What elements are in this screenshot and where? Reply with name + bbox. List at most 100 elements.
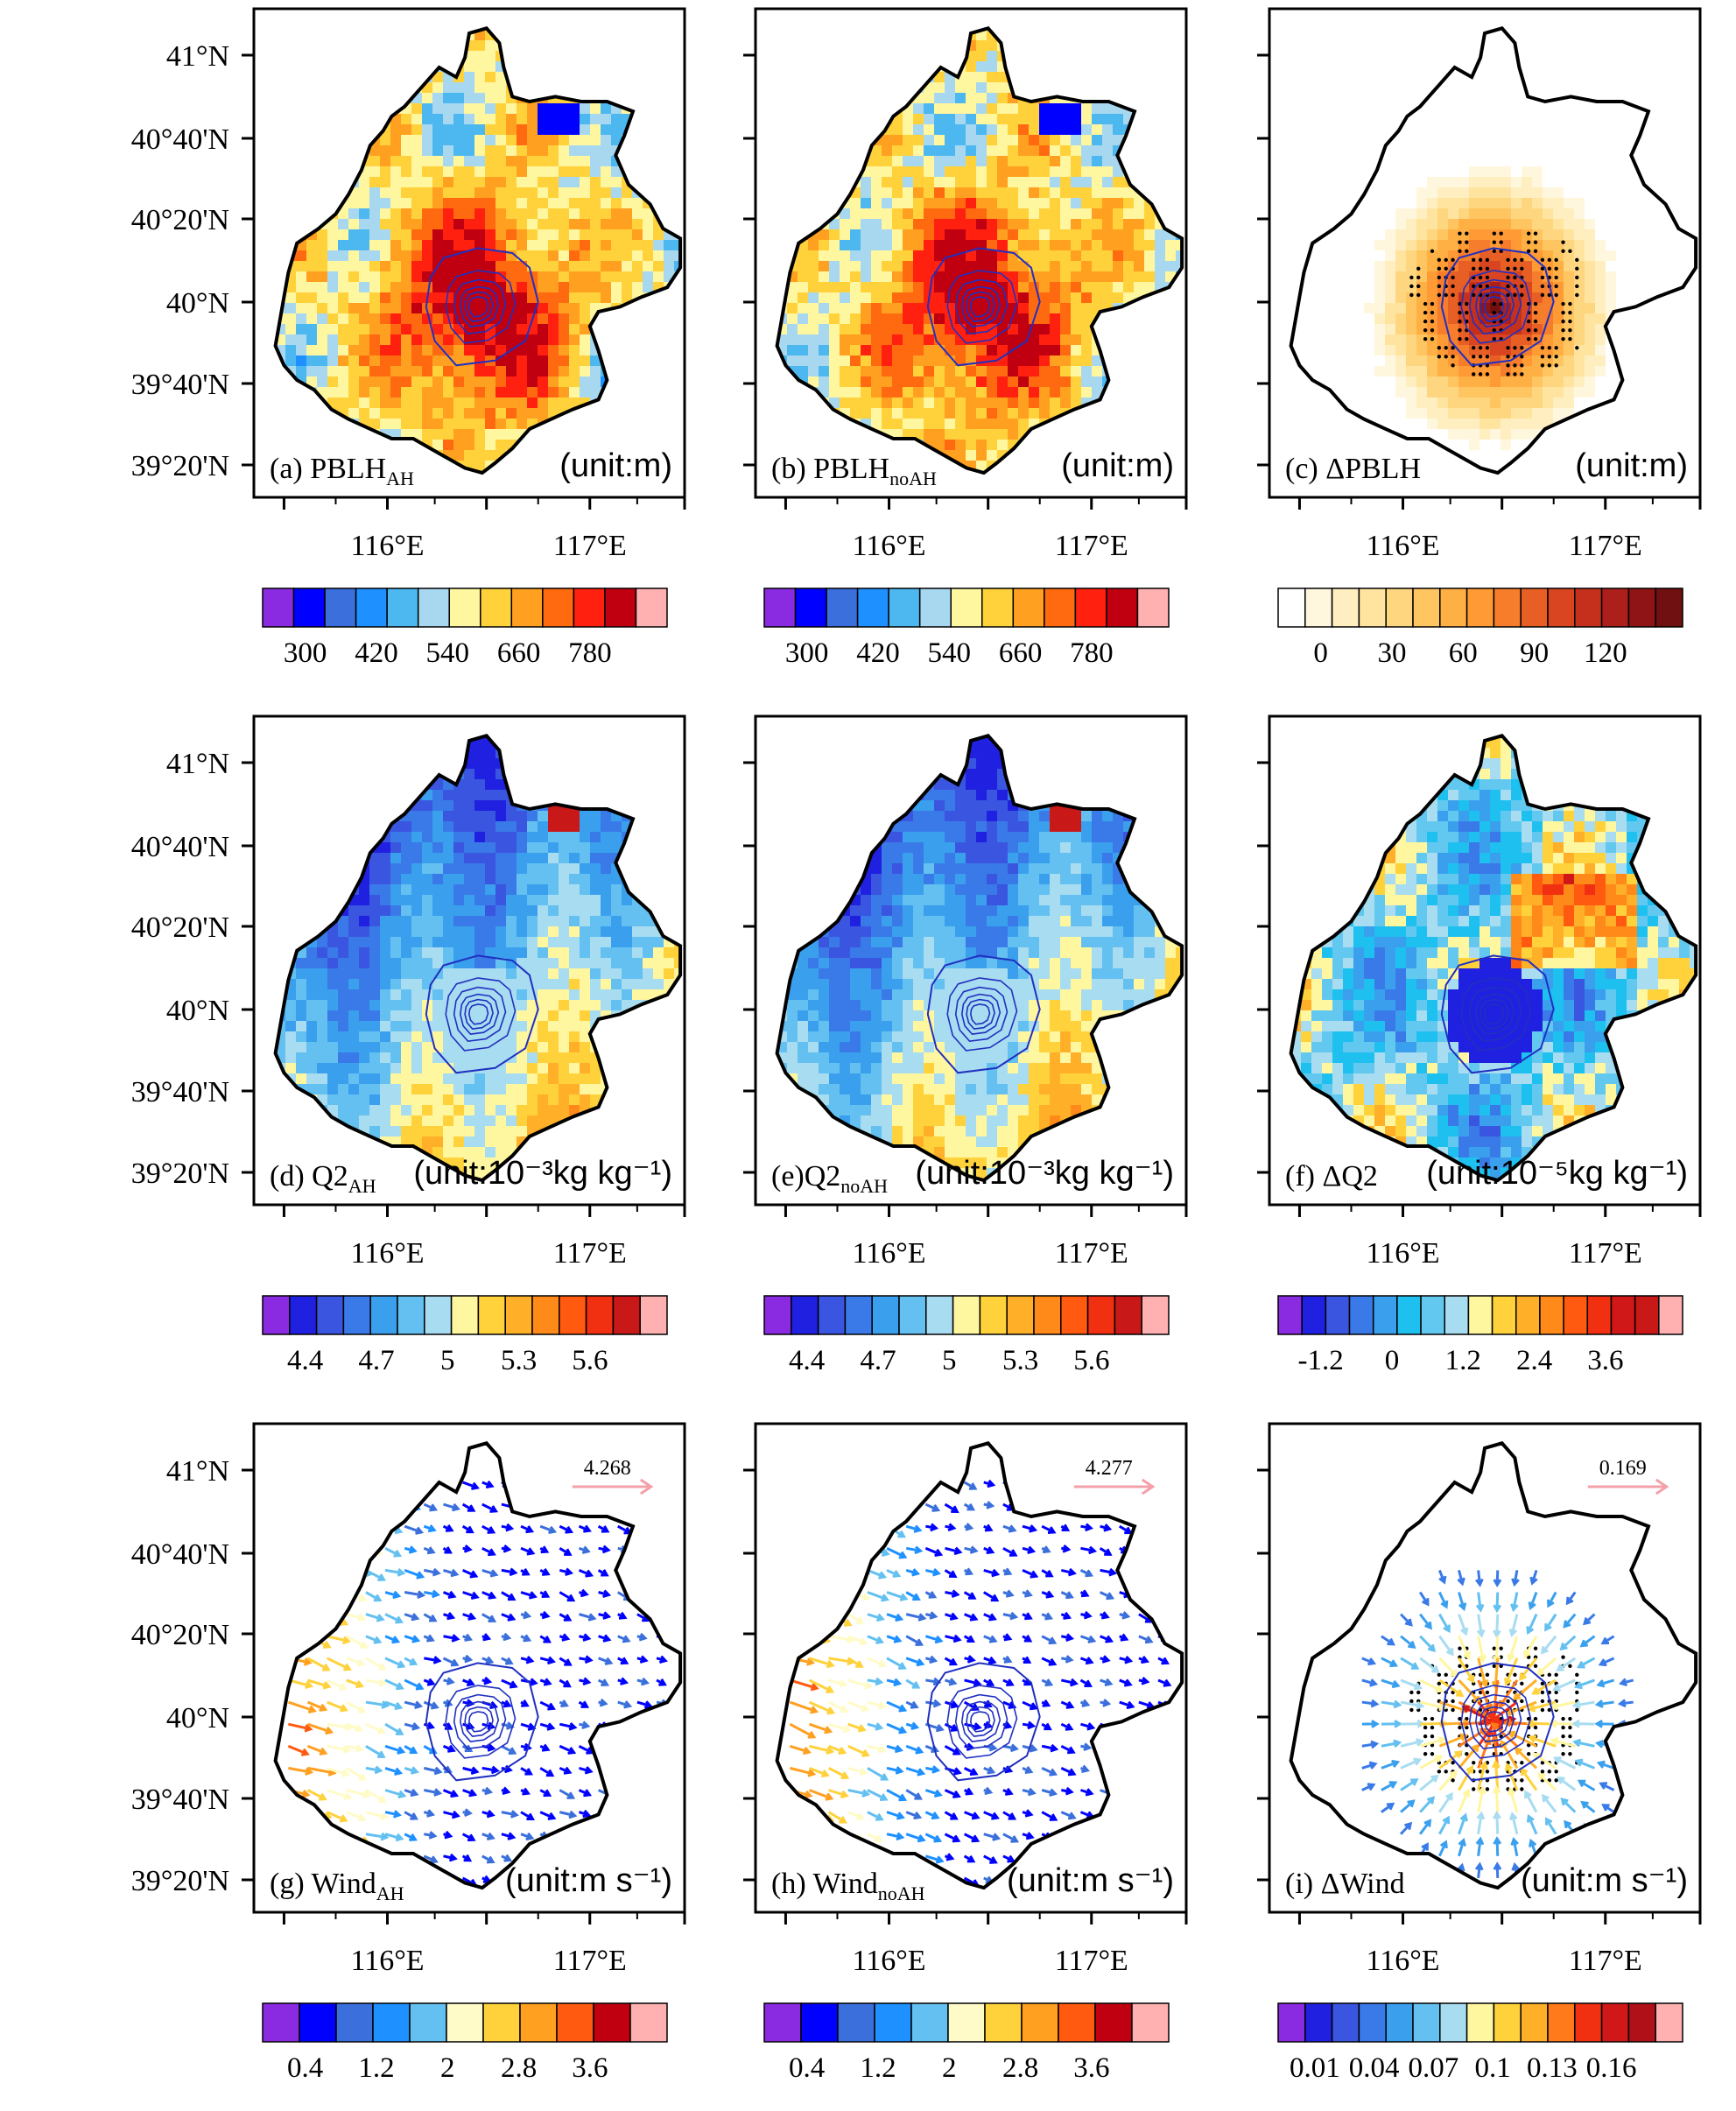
- colorbar-box: [1058, 2002, 1096, 2043]
- panel-c: 116°E 117°E (c) ΔPBLH (unit:m) 0 30 60 90 120: [1257, 7, 1702, 669]
- colorbar-box: [315, 1295, 345, 1335]
- panel-caption: (b) PBLHnoAH: [771, 453, 937, 489]
- colorbar-box: [1420, 1295, 1445, 1335]
- colorbar-q2: 4.4 4.7 5 5.3 5.6: [763, 1295, 1170, 1376]
- x-tick-label: 116°E: [852, 530, 925, 562]
- colorbar-box: [947, 2002, 986, 2043]
- colorbar-box: [262, 2002, 300, 2043]
- x-tick-label: 116°E: [1366, 530, 1439, 562]
- colorbar-box: [950, 588, 983, 628]
- x-tick-label: 116°E: [350, 1945, 424, 1977]
- x-tick-label: 117°E: [1055, 530, 1128, 562]
- beijing-boundary: [273, 26, 683, 475]
- colorbar-label: 1.2: [860, 2052, 896, 2084]
- colorbar-label: 4.7: [358, 1345, 394, 1376]
- colorbar-box: [477, 1295, 506, 1335]
- panel-d: 41°N 40°40'N 40°20'N 40°N 39°40'N 39°20'N 116°…: [131, 714, 686, 1376]
- colorbar-box: [898, 1295, 927, 1335]
- panel-unit: (unit:m s⁻¹): [1007, 1862, 1174, 1899]
- reference-vector-label: 4.277: [1086, 1457, 1133, 1480]
- colorbar-label: 1.2: [358, 2052, 394, 2084]
- colorbar-box: [519, 2002, 558, 2043]
- y-tick-label: 39°40'N: [131, 369, 229, 401]
- colorbar-box: [763, 1295, 792, 1335]
- colorbar-box: [504, 1295, 533, 1335]
- colorbar-label: 0.4: [789, 2052, 825, 2084]
- x-axis-labels: 116°E 117°E: [1366, 1237, 1641, 1270]
- colorbar-box: [1086, 1295, 1116, 1335]
- y-tick-label: 40°N: [166, 287, 229, 320]
- colorbar-box: [1491, 1295, 1517, 1335]
- panel-caption: (d) Q2AH: [270, 1160, 376, 1197]
- axis-ticks: [743, 761, 1188, 1217]
- colorbar-label: 5: [942, 1345, 957, 1376]
- urban-contours: [1440, 247, 1555, 367]
- colorbar-box: [446, 2002, 484, 2043]
- colorbar-label: 120: [1584, 637, 1627, 669]
- axis-ticks: [1257, 53, 1702, 510]
- x-tick-label: 117°E: [553, 530, 627, 562]
- colorbar-box: [448, 588, 481, 628]
- urban-contours: [926, 954, 1041, 1074]
- colorbar-box: [1131, 2002, 1170, 2043]
- colorbar-box: [1634, 1295, 1660, 1335]
- colorbar-box: [1574, 2002, 1603, 2043]
- colorbar-label: 0.01: [1290, 2052, 1340, 2084]
- colorbar-box: [510, 588, 544, 628]
- colorbar-box: [482, 2002, 521, 2043]
- colorbar-box: [1094, 2002, 1133, 2043]
- colorbar-box: [1021, 2002, 1059, 2043]
- colorbar-box: [1331, 2002, 1360, 2043]
- panel-caption: (e)Q2noAH: [771, 1160, 888, 1197]
- x-tick-label: 116°E: [1366, 1945, 1439, 1977]
- panel-unit: (unit:m): [1575, 447, 1688, 484]
- panel-i: 0.169 116°E 117°E (i) ΔWind (unit:m s⁻¹) 0.01…: [1257, 1422, 1702, 2084]
- urban-contours: [1440, 954, 1555, 1074]
- colorbar-box: [397, 1295, 425, 1335]
- colorbar-dwind: 0.01 0.04 0.07 0.1 0.13 0.16: [1277, 2002, 1683, 2084]
- x-tick-label: 117°E: [1569, 1945, 1642, 1977]
- y-axis-labels: 41°N 40°40'N 40°20'N 40°N 39°40'N 39°20'N: [131, 1455, 229, 1897]
- colorbar-label: 0.07: [1409, 2052, 1459, 2084]
- colorbar-label: 300: [785, 637, 829, 669]
- y-tick-label: 39°20'N: [131, 1865, 229, 1897]
- x-tick-label: 116°E: [1366, 1237, 1439, 1270]
- x-axis-labels: 116°E 117°E: [852, 1237, 1128, 1270]
- colorbar-box: [1467, 1295, 1494, 1335]
- colorbar-box: [1539, 1295, 1564, 1335]
- colorbar-box: [409, 2002, 447, 2043]
- x-tick-label: 116°E: [350, 1237, 424, 1270]
- panel-unit: (unit:m): [1061, 447, 1174, 484]
- colorbar-box: [1520, 2002, 1549, 2043]
- colorbar-label: 540: [928, 637, 972, 669]
- axis-ticks: [242, 53, 686, 510]
- panel-caption: (a) PBLHAH: [270, 453, 414, 489]
- colorbar-box: [1600, 2002, 1630, 2043]
- x-axis-labels: 116°E 117°E: [852, 1945, 1128, 1977]
- colorbar-box: [299, 2002, 337, 2043]
- colorbar-box: [1655, 588, 1683, 628]
- colorbar-box: [450, 1295, 480, 1335]
- colorbar-label: 1.2: [1445, 1345, 1481, 1376]
- map-frame: [1268, 1422, 1702, 1914]
- urban-contours: [926, 1662, 1041, 1782]
- colorbar-box: [1331, 588, 1360, 628]
- colorbar-box: [372, 2002, 411, 2043]
- colorbar-box: [1412, 2002, 1441, 2043]
- y-tick-label: 41°N: [166, 748, 229, 780]
- y-tick-label: 40°20'N: [131, 1619, 229, 1651]
- colorbar-label: 5.6: [1073, 1345, 1109, 1376]
- colorbar-box: [604, 588, 637, 628]
- colorbar-box: [1325, 1295, 1351, 1335]
- colorbar-pblh: 300 420 540 660 780: [763, 588, 1170, 669]
- y-tick-label: 39°20'N: [131, 1158, 229, 1190]
- colorbar-box: [417, 588, 450, 628]
- colorbar-box: [289, 1295, 318, 1335]
- urban-contours: [926, 247, 1041, 367]
- colorbar-box: [1385, 588, 1414, 628]
- panel-a: 41°N 40°40'N 40°20'N 40°N 39°40'N 39°20'N 116°…: [131, 7, 686, 669]
- colorbar-box: [1277, 2002, 1306, 2043]
- colorbar-label: 420: [355, 637, 398, 669]
- colorbar-box: [369, 1295, 398, 1335]
- colorbar-label: 0: [1385, 1345, 1400, 1376]
